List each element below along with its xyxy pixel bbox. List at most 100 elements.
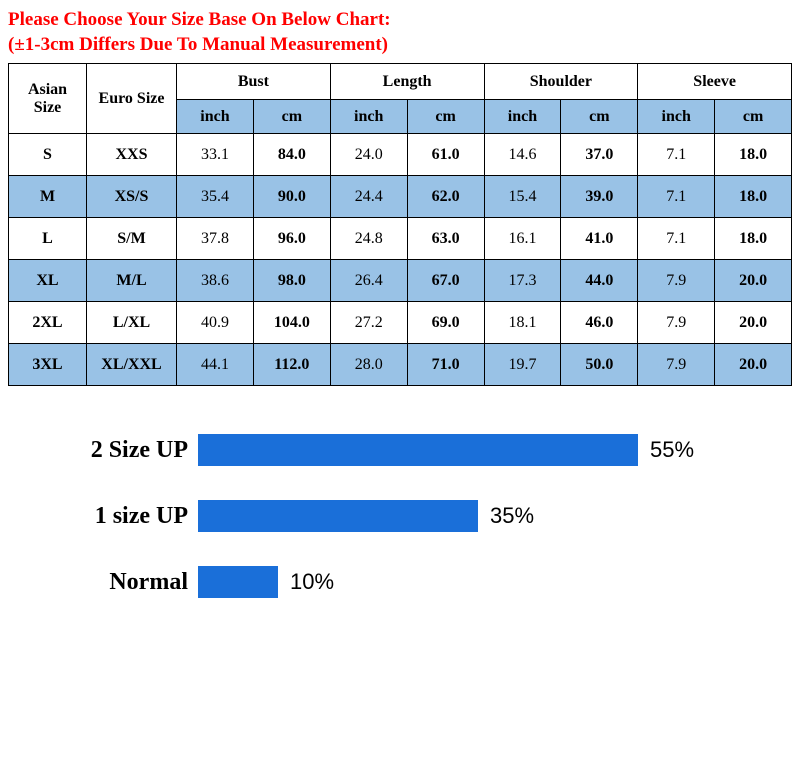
bar-row: Normal 10% (48, 566, 768, 598)
cell-value: 18.1 (484, 302, 561, 344)
header-unit: cm (715, 100, 792, 134)
bar-label: Normal (48, 569, 198, 596)
table-row: XLM/L38.698.026.467.017.344.07.920.0 (9, 260, 792, 302)
cell-value: 63.0 (407, 218, 484, 260)
header-unit: inch (484, 100, 561, 134)
bar-row: 1 size UP 35% (48, 500, 768, 532)
size-recommendation-chart: 2 Size UP 55% 1 size UP 35% Normal 10% (48, 434, 768, 598)
cell-value: 16.1 (484, 218, 561, 260)
cell-value: 35.4 (177, 176, 254, 218)
cell-value: 33.1 (177, 134, 254, 176)
cell-value: 41.0 (561, 218, 638, 260)
header-group: Bust (177, 64, 331, 100)
cell-value: 90.0 (253, 176, 330, 218)
header-unit: cm (407, 100, 484, 134)
cell-value: 20.0 (715, 302, 792, 344)
bar-track (198, 500, 638, 532)
cell-value: 7.9 (638, 260, 715, 302)
cell-value: 28.0 (330, 344, 407, 386)
header-unit: inch (330, 100, 407, 134)
cell-asian-size: M (9, 176, 87, 218)
table-row: SXXS33.184.024.061.014.637.07.118.0 (9, 134, 792, 176)
cell-value: 40.9 (177, 302, 254, 344)
header-unit: cm (253, 100, 330, 134)
cell-euro-size: M/L (87, 260, 177, 302)
size-chart-table: AsianSizeEuro SizeBustLengthShoulderSlee… (8, 63, 792, 386)
cell-value: 69.0 (407, 302, 484, 344)
header-unit: inch (638, 100, 715, 134)
cell-asian-size: S (9, 134, 87, 176)
cell-value: 62.0 (407, 176, 484, 218)
cell-value: 20.0 (715, 344, 792, 386)
cell-value: 38.6 (177, 260, 254, 302)
cell-value: 7.1 (638, 134, 715, 176)
bar-percent: 35% (490, 503, 534, 529)
cell-value: 17.3 (484, 260, 561, 302)
heading-line2: (±1-3cm Differs Due To Manual Measuremen… (8, 34, 388, 55)
bar-row: 2 Size UP 55% (48, 434, 768, 466)
cell-asian-size: XL (9, 260, 87, 302)
header-unit: inch (177, 100, 254, 134)
cell-value: 44.1 (177, 344, 254, 386)
bar-percent: 55% (650, 437, 694, 463)
cell-value: 46.0 (561, 302, 638, 344)
bar-fill (198, 500, 478, 532)
cell-value: 27.2 (330, 302, 407, 344)
cell-value: 24.0 (330, 134, 407, 176)
cell-value: 18.0 (715, 218, 792, 260)
cell-value: 18.0 (715, 176, 792, 218)
size-chart-body: SXXS33.184.024.061.014.637.07.118.0MXS/S… (9, 134, 792, 386)
heading-line1: Please Choose Your Size Base On Below Ch… (8, 9, 391, 30)
header-asian-size: AsianSize (9, 64, 87, 134)
table-row: 2XLL/XL40.9104.027.269.018.146.07.920.0 (9, 302, 792, 344)
cell-value: 7.1 (638, 218, 715, 260)
bar-track (198, 566, 638, 598)
cell-value: 15.4 (484, 176, 561, 218)
bar-percent: 10% (290, 569, 334, 595)
cell-value: 37.0 (561, 134, 638, 176)
table-row: 3XLXL/XXL44.1112.028.071.019.750.07.920.… (9, 344, 792, 386)
bar-label: 1 size UP (48, 503, 198, 530)
cell-value: 26.4 (330, 260, 407, 302)
bar-track (198, 434, 638, 466)
cell-value: 7.9 (638, 302, 715, 344)
cell-value: 44.0 (561, 260, 638, 302)
cell-value: 20.0 (715, 260, 792, 302)
cell-value: 14.6 (484, 134, 561, 176)
cell-value: 61.0 (407, 134, 484, 176)
cell-value: 67.0 (407, 260, 484, 302)
bar-label: 2 Size UP (48, 437, 198, 464)
cell-value: 84.0 (253, 134, 330, 176)
header-group: Sleeve (638, 64, 792, 100)
cell-value: 7.9 (638, 344, 715, 386)
cell-value: 104.0 (253, 302, 330, 344)
size-chart-header: AsianSizeEuro SizeBustLengthShoulderSlee… (9, 64, 792, 134)
cell-value: 24.4 (330, 176, 407, 218)
header-euro-size: Euro Size (87, 64, 177, 134)
cell-euro-size: XL/XXL (87, 344, 177, 386)
cell-euro-size: XXS (87, 134, 177, 176)
cell-value: 18.0 (715, 134, 792, 176)
cell-value: 37.8 (177, 218, 254, 260)
header-unit: cm (561, 100, 638, 134)
bar-fill (198, 566, 278, 598)
cell-asian-size: 3XL (9, 344, 87, 386)
chart-heading: Please Choose Your Size Base On Below Ch… (8, 8, 792, 57)
header-group: Shoulder (484, 64, 638, 100)
cell-value: 19.7 (484, 344, 561, 386)
bar-fill (198, 434, 638, 466)
cell-value: 112.0 (253, 344, 330, 386)
cell-value: 71.0 (407, 344, 484, 386)
cell-asian-size: L (9, 218, 87, 260)
cell-value: 96.0 (253, 218, 330, 260)
cell-euro-size: S/M (87, 218, 177, 260)
cell-value: 39.0 (561, 176, 638, 218)
cell-value: 50.0 (561, 344, 638, 386)
cell-value: 24.8 (330, 218, 407, 260)
cell-euro-size: XS/S (87, 176, 177, 218)
cell-value: 98.0 (253, 260, 330, 302)
cell-euro-size: L/XL (87, 302, 177, 344)
table-row: MXS/S35.490.024.462.015.439.07.118.0 (9, 176, 792, 218)
cell-value: 7.1 (638, 176, 715, 218)
table-row: LS/M37.896.024.863.016.141.07.118.0 (9, 218, 792, 260)
